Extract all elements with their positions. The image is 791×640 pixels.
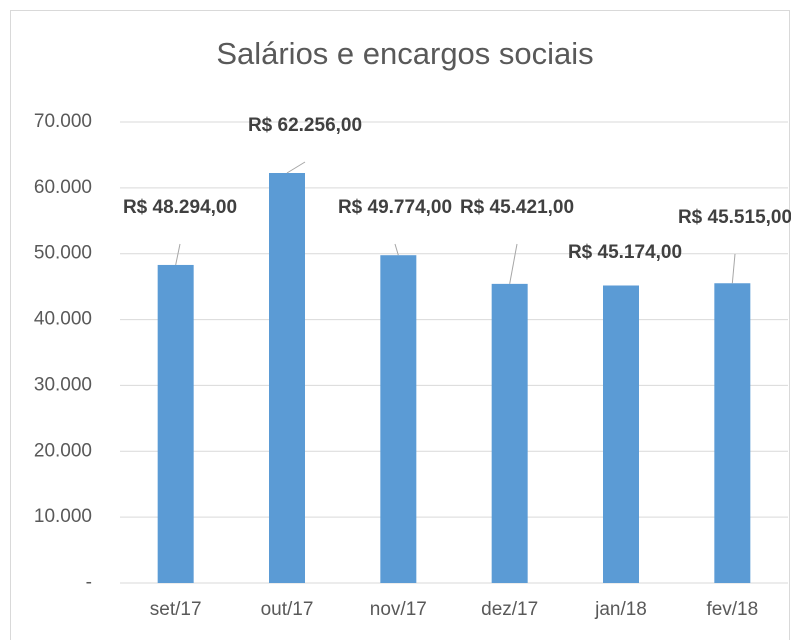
y-tick-label: 30.000 xyxy=(34,374,92,395)
y-tick-label: 60.000 xyxy=(34,177,92,198)
leader-line xyxy=(509,243,518,284)
data-label: R$ 62.256,00 xyxy=(247,115,363,136)
bar xyxy=(157,264,194,583)
chart-title: Salários e encargos sociais xyxy=(216,36,593,71)
y-tick-label: 10.000 xyxy=(34,506,92,527)
bar xyxy=(603,285,639,583)
y-tick-label: 50.000 xyxy=(34,243,92,264)
chart-frame xyxy=(10,10,790,640)
x-tick-label: fev/18 xyxy=(706,599,758,620)
leader-line xyxy=(394,243,399,256)
leader-line xyxy=(731,253,736,284)
x-tick-label: out/17 xyxy=(261,599,314,620)
data-label: R$ 45.174,00 xyxy=(567,242,683,263)
data-label: R$ 49.774,00 xyxy=(337,197,453,218)
bar xyxy=(269,172,305,584)
data-label: R$ 48.294,00 xyxy=(122,197,238,218)
bar xyxy=(380,255,417,584)
x-tick-label: dez/17 xyxy=(481,599,538,620)
leader-line xyxy=(286,161,306,174)
data-label: R$ 45.515,00 xyxy=(677,207,791,228)
x-tick-label: jan/18 xyxy=(594,599,647,620)
x-tick-label: nov/17 xyxy=(370,599,427,620)
bar xyxy=(714,283,751,583)
bar xyxy=(491,283,528,583)
y-tick-label: 20.000 xyxy=(34,440,92,461)
data-label: R$ 45.421,00 xyxy=(459,197,575,218)
leader-line xyxy=(175,243,181,266)
y-tick-label: 70.000 xyxy=(34,111,92,132)
x-tick-label: set/17 xyxy=(150,599,202,620)
y-tick-label: - xyxy=(86,572,92,593)
y-tick-label: 40.000 xyxy=(34,309,92,330)
